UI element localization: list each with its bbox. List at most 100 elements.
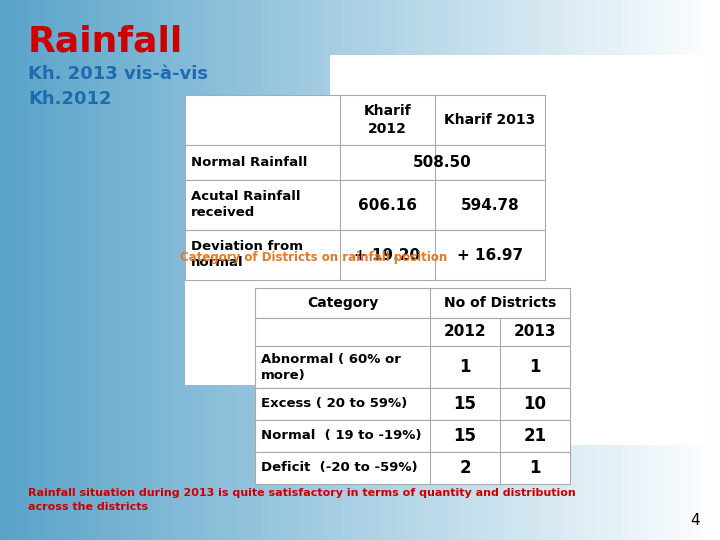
Bar: [468, 0, 478, 540]
Text: Normal  ( 19 to -19%): Normal ( 19 to -19%): [261, 429, 421, 442]
Bar: [27, 0, 37, 540]
Text: 1: 1: [459, 358, 471, 376]
Bar: [405, 0, 415, 540]
Text: + 16.97: + 16.97: [457, 247, 523, 262]
Text: No of Districts: No of Districts: [444, 296, 556, 310]
Bar: [252, 0, 262, 540]
Bar: [396, 0, 406, 540]
Bar: [639, 0, 649, 540]
Bar: [414, 0, 424, 540]
Bar: [495, 0, 505, 540]
Bar: [594, 0, 604, 540]
Bar: [180, 0, 190, 540]
Bar: [270, 0, 280, 540]
Bar: [18, 0, 28, 540]
Bar: [522, 0, 532, 540]
Bar: [255, 288, 570, 318]
Text: Category of Districts on rainfall position: Category of Districts on rainfall positi…: [180, 252, 447, 265]
Bar: [9, 0, 19, 540]
Text: Kharif 2013: Kharif 2013: [444, 113, 536, 127]
Bar: [0, 0, 10, 540]
Bar: [36, 0, 46, 540]
Text: Rainfall situation during 2013 is quite satisfactory in terms of quantity and di: Rainfall situation during 2013 is quite …: [28, 488, 576, 512]
Text: Category: Category: [307, 296, 378, 310]
Bar: [693, 0, 703, 540]
Bar: [540, 0, 550, 540]
Bar: [185, 95, 545, 145]
Bar: [630, 0, 640, 540]
Bar: [297, 0, 307, 540]
Text: 15: 15: [454, 427, 477, 445]
Text: Abnormal ( 60% or
more): Abnormal ( 60% or more): [261, 353, 401, 381]
Bar: [279, 0, 289, 540]
Bar: [342, 0, 352, 540]
Bar: [477, 0, 487, 540]
Bar: [261, 0, 271, 540]
Text: 2: 2: [459, 459, 471, 477]
Bar: [185, 180, 545, 230]
Bar: [126, 0, 136, 540]
Bar: [72, 0, 82, 540]
Bar: [486, 0, 496, 540]
Bar: [324, 0, 334, 540]
Bar: [648, 0, 658, 540]
Text: 594.78: 594.78: [461, 198, 519, 213]
Bar: [432, 0, 442, 540]
Bar: [378, 0, 388, 540]
Bar: [255, 452, 570, 484]
Bar: [657, 0, 667, 540]
Bar: [162, 0, 172, 540]
Text: 1: 1: [529, 459, 541, 477]
Bar: [255, 346, 570, 388]
Bar: [450, 0, 460, 540]
Text: Acutal Rainfall
received: Acutal Rainfall received: [191, 191, 300, 219]
Text: 606.16: 606.16: [358, 198, 417, 213]
Bar: [549, 0, 559, 540]
Text: 15: 15: [454, 395, 477, 413]
Bar: [330, 55, 705, 445]
Text: 10: 10: [523, 395, 546, 413]
Text: Deficit  (-20 to -59%): Deficit (-20 to -59%): [261, 462, 418, 475]
Bar: [185, 145, 545, 180]
Bar: [144, 0, 154, 540]
Bar: [387, 0, 397, 540]
Text: Normal Rainfall: Normal Rainfall: [191, 156, 307, 169]
Bar: [198, 0, 208, 540]
Bar: [423, 0, 433, 540]
Bar: [207, 0, 217, 540]
Bar: [576, 0, 586, 540]
Bar: [81, 0, 91, 540]
Bar: [675, 0, 685, 540]
Bar: [558, 0, 568, 540]
Bar: [185, 230, 545, 280]
Bar: [185, 95, 340, 385]
Bar: [621, 0, 631, 540]
Bar: [135, 0, 145, 540]
Text: 21: 21: [523, 427, 546, 445]
Bar: [90, 0, 100, 540]
Bar: [63, 0, 73, 540]
Bar: [54, 0, 64, 540]
Bar: [531, 0, 541, 540]
Bar: [603, 0, 613, 540]
Bar: [585, 0, 595, 540]
Text: 4: 4: [690, 513, 700, 528]
Text: 2013: 2013: [514, 325, 557, 340]
Text: 1: 1: [529, 358, 541, 376]
Bar: [504, 0, 514, 540]
Bar: [567, 0, 577, 540]
Bar: [255, 420, 570, 452]
Text: Excess ( 20 to 59%): Excess ( 20 to 59%): [261, 397, 408, 410]
Bar: [369, 0, 379, 540]
Bar: [243, 0, 253, 540]
Bar: [666, 0, 676, 540]
Text: Rainfall: Rainfall: [28, 25, 184, 59]
Bar: [255, 388, 570, 420]
Bar: [459, 0, 469, 540]
Bar: [684, 0, 694, 540]
Bar: [441, 0, 451, 540]
Bar: [234, 0, 244, 540]
Bar: [99, 0, 109, 540]
Text: + 19.20: + 19.20: [354, 247, 420, 262]
Bar: [171, 0, 181, 540]
